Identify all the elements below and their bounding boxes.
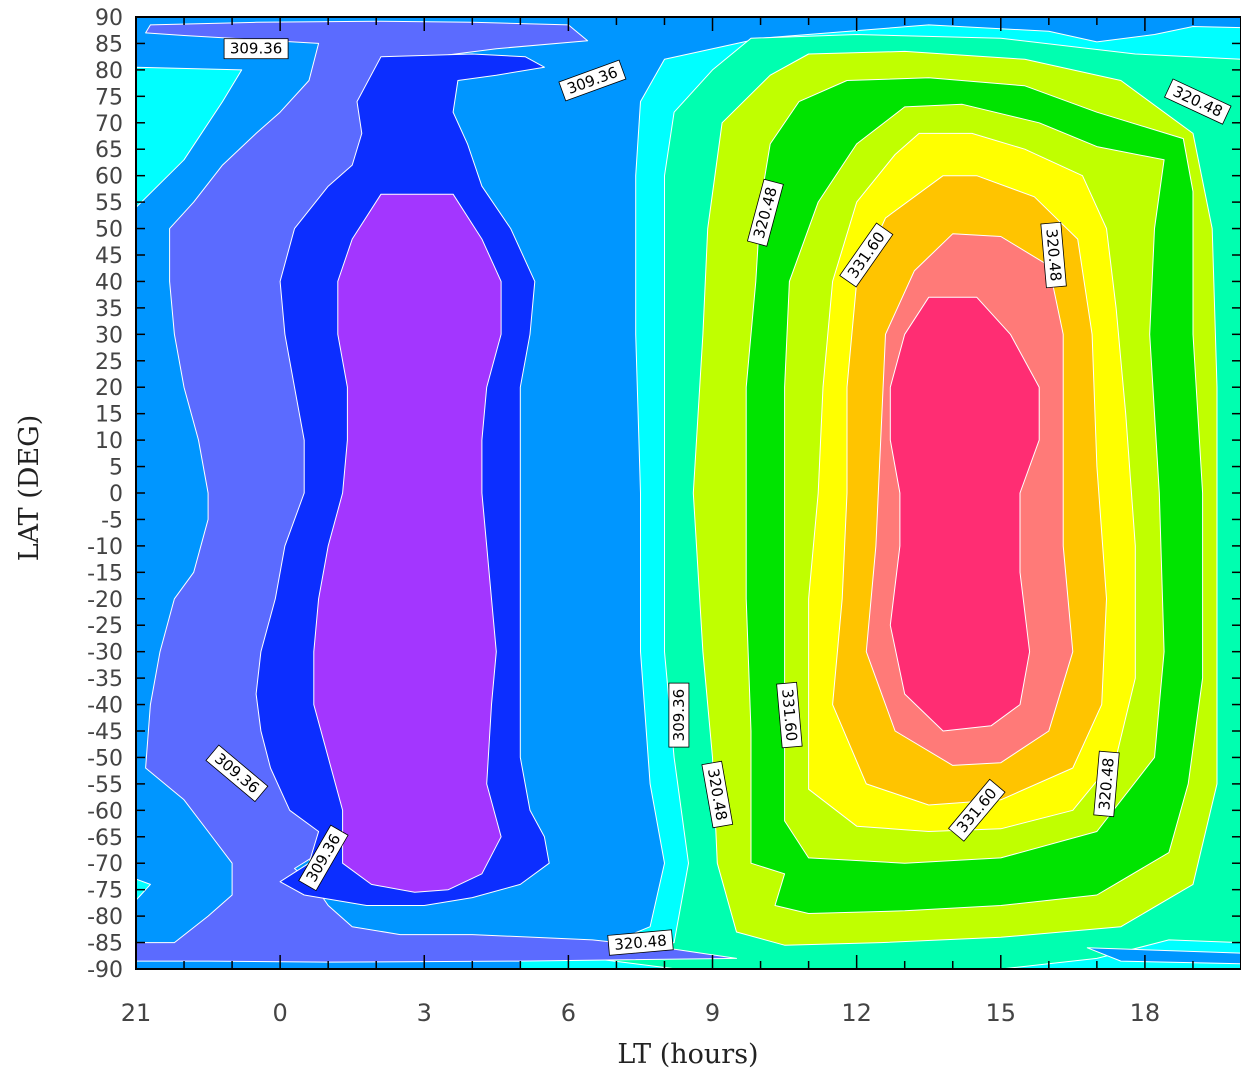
y-tick-label: 5 bbox=[109, 456, 123, 481]
y-tick-label: 35 bbox=[95, 297, 123, 322]
y-tick-label: -15 bbox=[87, 561, 123, 586]
x-tick-label: 3 bbox=[417, 999, 432, 1027]
y-tick-label: -55 bbox=[87, 773, 123, 798]
contour-label: 331.60 bbox=[776, 681, 803, 749]
contour-label: 309.36 bbox=[223, 38, 289, 60]
y-tick-label: 65 bbox=[95, 138, 123, 163]
y-tick-label: -85 bbox=[87, 932, 123, 957]
y-tick-label: -40 bbox=[87, 694, 123, 719]
y-tick-label: -30 bbox=[87, 641, 123, 666]
y-tick-label: 55 bbox=[95, 191, 123, 216]
y-tick-label: -45 bbox=[87, 720, 123, 745]
svg-text:331.60: 331.60 bbox=[778, 688, 801, 742]
y-tick-label: 25 bbox=[95, 350, 123, 375]
contour-region-level-0 bbox=[136, 66, 243, 208]
y-tick-label: -20 bbox=[87, 588, 123, 613]
y-tick-label: -80 bbox=[87, 905, 123, 930]
svg-text:320.48: 320.48 bbox=[614, 931, 668, 954]
y-tick-label: -90 bbox=[87, 958, 123, 983]
x-tick-label: 18 bbox=[1130, 999, 1161, 1027]
y-tick-label: 40 bbox=[95, 270, 123, 295]
contour-label: 320.48 bbox=[607, 929, 674, 956]
x-tick-label: 0 bbox=[272, 999, 287, 1027]
y-tick-label: -25 bbox=[87, 614, 123, 639]
x-tick-label: 6 bbox=[561, 999, 576, 1027]
y-tick-label: -70 bbox=[87, 852, 123, 877]
contour-regions bbox=[136, 17, 1241, 969]
x-tick-label: 15 bbox=[986, 999, 1017, 1027]
y-axis-title: LAT (DEG) bbox=[14, 415, 45, 562]
contour-label: 320.48 bbox=[1093, 750, 1120, 818]
svg-text:320.48: 320.48 bbox=[1042, 228, 1065, 282]
x-tick-label: 12 bbox=[841, 999, 872, 1027]
contour-label: 320.48 bbox=[1040, 221, 1067, 289]
x-axis: 21 0 3 6 9 12 15 18 bbox=[121, 17, 1241, 1027]
y-tick-label: 50 bbox=[95, 218, 123, 243]
y-tick-label: 45 bbox=[95, 244, 123, 269]
svg-text:320.48: 320.48 bbox=[1095, 757, 1118, 811]
y-tick-label: 20 bbox=[95, 376, 123, 401]
contour-region-level-4 bbox=[313, 193, 502, 893]
y-tick-label: 90 bbox=[95, 6, 123, 31]
y-tick-label: 70 bbox=[95, 112, 123, 137]
y-tick-label: -65 bbox=[87, 826, 123, 851]
y-tick-label: -60 bbox=[87, 799, 123, 824]
x-tick-label: 9 bbox=[705, 999, 720, 1027]
y-tick-label: 75 bbox=[95, 85, 123, 110]
contour-label: 309.36 bbox=[668, 682, 690, 748]
y-tick-label: 30 bbox=[95, 323, 123, 348]
y-tick-label: -50 bbox=[87, 746, 123, 771]
y-tick-label: 0 bbox=[109, 482, 123, 507]
svg-text:309.36: 309.36 bbox=[230, 40, 283, 58]
y-tick-label: -75 bbox=[87, 879, 123, 904]
x-axis-title: LT (hours) bbox=[617, 1039, 758, 1070]
contour-region-level-11 bbox=[889, 296, 1040, 732]
contour-region-level-1 bbox=[1086, 947, 1241, 965]
y-tick-label: -10 bbox=[87, 535, 123, 560]
y-axis: 908580757065605550454035302520151050-5-1… bbox=[87, 6, 1241, 983]
y-tick-label: -5 bbox=[101, 508, 123, 533]
y-tick-label: 15 bbox=[95, 403, 123, 428]
y-tick-label: -35 bbox=[87, 667, 123, 692]
x-tick-label: 21 bbox=[121, 999, 152, 1027]
y-tick-label: 10 bbox=[95, 429, 123, 454]
y-tick-label: 80 bbox=[95, 59, 123, 84]
svg-text:309.36: 309.36 bbox=[670, 689, 688, 742]
y-tick-label: 85 bbox=[95, 32, 123, 57]
y-tick-label: 60 bbox=[95, 165, 123, 190]
